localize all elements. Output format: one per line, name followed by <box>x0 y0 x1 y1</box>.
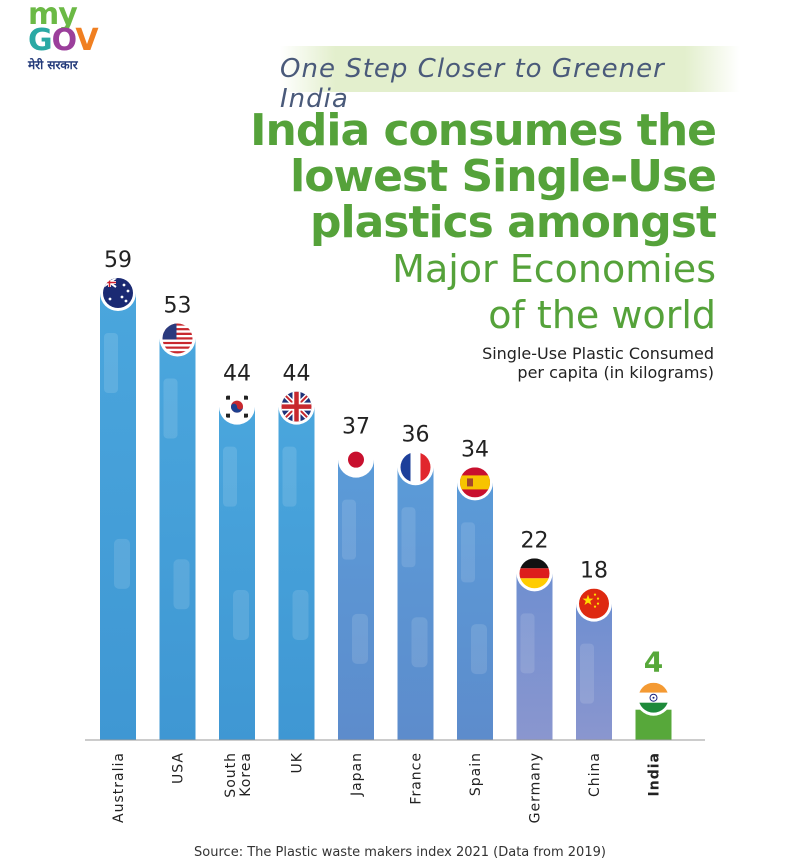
headline-line-5: of the world <box>488 293 716 337</box>
bar-texture <box>282 446 297 507</box>
category-label-france: France <box>409 752 425 805</box>
bar-france <box>397 467 434 740</box>
value-label-usa: 53 <box>164 293 192 318</box>
bar-texture <box>173 559 190 610</box>
bar-china <box>576 603 612 740</box>
category-label-uk: UK <box>290 752 306 773</box>
bar-south-korea <box>219 406 255 740</box>
bar-texture <box>401 507 416 568</box>
china-flag-icon <box>576 585 612 622</box>
mygov-logo: my GOV मेरी सरकार <box>28 0 118 73</box>
headline-line-1: India consumes the <box>250 105 717 156</box>
category-label-japan: Japan <box>349 752 365 797</box>
spain-flag-icon <box>457 464 493 501</box>
bar-usa <box>159 338 196 740</box>
bar-spain <box>457 482 493 740</box>
value-label-uk: 44 <box>283 362 311 387</box>
bar-australia <box>100 293 136 740</box>
bar-texture <box>233 589 249 640</box>
headline-line-4: Major Economies <box>392 247 716 291</box>
bar-japan <box>338 459 374 740</box>
uk-flag-icon <box>278 388 315 425</box>
value-label-spain: 34 <box>461 437 489 462</box>
bar-texture <box>163 378 178 439</box>
category-label-india: India <box>647 752 663 796</box>
headline-line-2: lowest Single-Use <box>290 151 717 202</box>
value-label-india: 4 <box>644 646 663 679</box>
japan-flag-icon <box>338 441 374 478</box>
tagline-banner: One Step Closer to Greener India <box>280 46 740 114</box>
bar-texture <box>114 538 130 589</box>
logo-hindi-text: मेरी सरकार <box>28 58 78 72</box>
headline-line-3: plastics amongst <box>310 197 717 248</box>
headline: India consumes the lowest Single-Use pla… <box>250 105 717 338</box>
bar-uk <box>278 406 315 740</box>
bar-germany <box>516 573 553 740</box>
tagline-text: One Step Closer to Greener India <box>280 54 665 114</box>
bar-texture <box>411 617 428 668</box>
logo-my: my <box>28 0 78 32</box>
bar-texture <box>471 624 487 675</box>
bar-texture <box>104 333 118 393</box>
category-label-germany: Germany <box>528 752 544 823</box>
germany-flag-icon <box>516 555 553 592</box>
bar-texture <box>580 643 594 704</box>
value-label-japan: 37 <box>342 415 370 440</box>
bar-texture <box>223 446 237 507</box>
value-label-china: 18 <box>580 559 608 584</box>
category-label-usa: USA <box>171 752 187 784</box>
bar-texture <box>292 589 309 640</box>
category-label-china: China <box>587 752 603 797</box>
south-korea-flag-icon <box>219 388 255 425</box>
usa-flag-icon <box>159 320 196 357</box>
category-label-spain: Spain <box>468 752 484 796</box>
unit-label-line-2: per capita (in kilograms) <box>517 363 714 382</box>
source-note: Source: The Plastic waste makers index 2… <box>194 845 606 860</box>
value-label-france: 36 <box>402 422 430 447</box>
bar-texture <box>461 522 475 583</box>
category-label-south-korea: SouthKorea <box>223 752 254 798</box>
value-label-germany: 22 <box>521 528 549 553</box>
unit-label-line-1: Single-Use Plastic Consumed <box>482 344 714 363</box>
unit-label: Single-Use Plastic Consumed per capita (… <box>482 344 714 382</box>
australia-flag-icon <box>100 275 136 311</box>
logo-gov: GOV <box>28 23 99 58</box>
france-flag-icon <box>397 449 434 486</box>
india-flag-icon <box>635 679 672 716</box>
bar-texture <box>352 613 368 664</box>
bar-texture <box>342 499 356 560</box>
bar-texture <box>520 613 535 674</box>
category-label-australia: Australia <box>111 752 127 823</box>
value-label-australia: 59 <box>104 248 132 273</box>
value-label-south-korea: 44 <box>223 362 251 387</box>
